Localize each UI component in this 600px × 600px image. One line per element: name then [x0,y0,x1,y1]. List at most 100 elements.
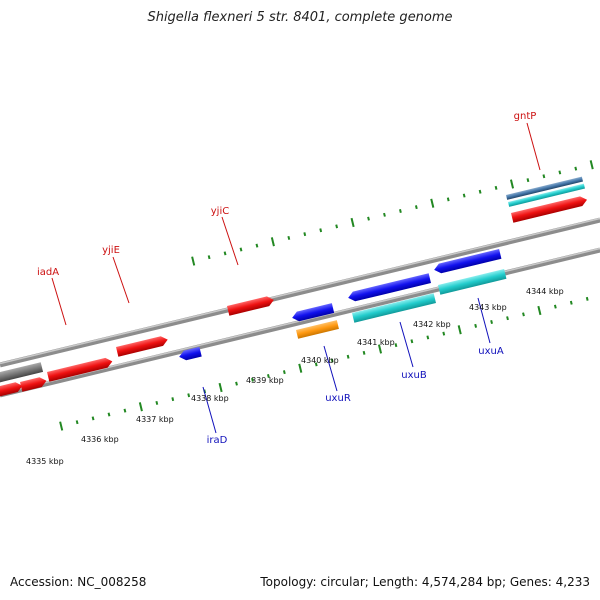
label-leader-yjiC [221,216,239,266]
gene-yjiE [116,336,168,357]
gene-label-uxuB: uxuB [401,370,427,381]
gene-red-1-body [0,382,23,397]
gene-orange [296,320,339,339]
upper-tick [350,217,355,228]
scale-label: 4337 kbp [136,415,174,424]
lower-tick [346,354,350,359]
gene-features [0,176,588,397]
upper-tick [270,237,275,247]
upper-tick [574,166,578,171]
lower-tick [457,325,462,335]
upper-tick [542,174,546,179]
gene-iadA [47,357,113,382]
gene-red-2-body [20,377,47,392]
upper-tick [589,160,594,170]
gene-label-yjiC: yjiC [211,206,229,217]
upper-tick [383,212,386,217]
label-leader-uxuB [399,321,414,368]
lower-tick [490,320,493,325]
lower-tick [569,300,573,305]
gene-red-2 [20,377,47,392]
gene-cyan-2-body [438,269,507,295]
label-leader-yjiE [112,256,130,304]
scale-label: 4335 kbp [26,457,64,466]
upper-tick [526,178,530,183]
scale-label: 4341 kbp [357,338,395,347]
scale-label: 4340 kbp [301,356,339,365]
lower-tick [522,312,525,317]
scale-label: 4342 kbp [413,320,451,329]
upper-tick [414,205,418,210]
lower-tick [298,363,303,373]
map-title: Shigella flexneri 5 str. 8401, complete … [147,10,453,25]
upper-tick [303,232,307,237]
topology-text: Topology: circular; Length: 4,574,284 bp… [260,575,590,589]
lower-tick [218,382,223,393]
gene-gntP-body [511,196,588,223]
gene-gntP [511,196,588,223]
lower-tick [410,339,414,344]
gene-red-1 [0,382,23,397]
scale-label: 4339 kbp [246,376,284,385]
backbone-line-upper-highlight [0,217,600,365]
lower-tick [123,408,127,413]
gene-cyan-2 [438,269,507,295]
gene-cyan-top [508,183,585,207]
upper-tick [335,224,339,229]
lower-tick [251,377,254,382]
lower-tick [362,350,366,355]
gene-labels: iadA yjiE yjiC gntP iraD uxuR uxuB uxuA [37,111,541,446]
scale-label: 4336 kbp [81,435,119,444]
upper-tick [478,189,482,194]
upper-tick [558,170,562,175]
gene-cyan-top-body [508,183,585,207]
lower-tick [442,331,446,336]
upper-tick [191,256,196,266]
gene-label-uxuA: uxuA [478,346,504,357]
label-leader-gntP [526,122,541,171]
gene-gray [0,362,44,383]
gene-cyan-1-body [352,293,436,323]
gene-uxuA-body [434,249,502,274]
gene-label-iraD: iraD [207,435,228,446]
tick-marks [59,160,594,431]
lower-tick [107,412,111,417]
lower-tick [59,421,64,431]
upper-tick [239,247,243,252]
upper-tick [287,235,291,240]
upper-tick [446,197,450,202]
lower-tick [171,397,175,402]
gene-uxuA [434,249,502,274]
gene-uxuB [348,273,431,302]
label-leader-iadA [51,277,67,326]
gene-gray-body [0,362,44,383]
lower-tick [553,304,557,309]
gene-steel [506,176,583,200]
gene-uxuR [292,303,335,322]
lower-tick [314,362,318,367]
gene-cyan-1 [352,293,436,323]
scale-label: 4344 kbp [526,287,564,296]
gene-yjiC-body [227,296,274,316]
label-leader-uxuR [323,345,338,392]
gene-iadA-body [47,357,113,382]
lower-tick [330,358,334,363]
backbone-line-upper [0,217,600,368]
lower-tick [474,323,478,328]
gene-label-iadA: iadA [37,267,59,278]
gene-steel-body [506,176,583,200]
gene-yjiC [227,296,274,316]
gene-iraD-body [179,346,202,361]
lower-tick [138,402,143,412]
gene-yjiE-body [116,336,168,357]
backbone-line-lower [0,247,600,398]
lower-tick [585,296,589,301]
upper-tick [255,243,259,248]
upper-tick [462,193,466,198]
lower-tick [235,381,238,386]
upper-tick [509,179,515,189]
upper-tick [207,255,211,260]
upper-tick [430,198,435,208]
lower-tick [267,373,270,378]
